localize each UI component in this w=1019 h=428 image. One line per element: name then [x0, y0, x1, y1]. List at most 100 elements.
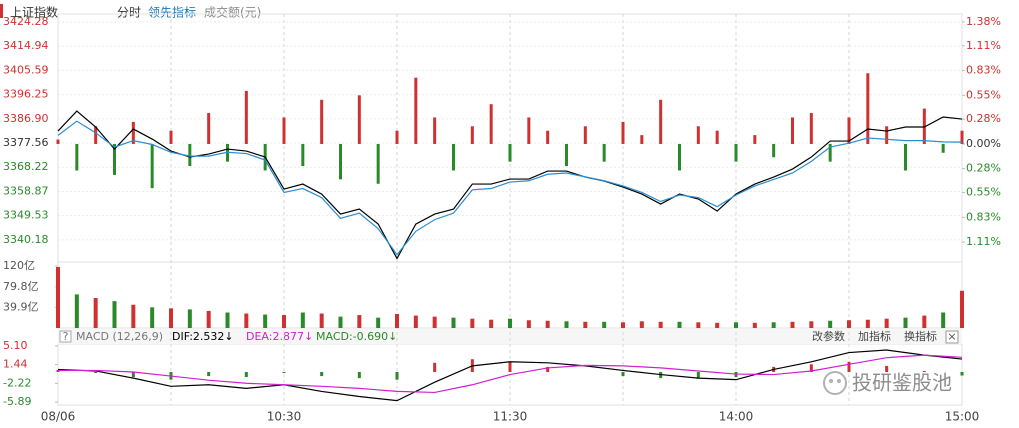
volume-bar	[508, 318, 512, 328]
help-icon[interactable]: ?	[63, 330, 69, 343]
bar	[527, 117, 531, 144]
bar	[885, 126, 889, 144]
y-tick-label: 79.8亿	[3, 280, 39, 293]
y-tick-label: 3424.28	[3, 15, 49, 28]
volume-bar	[395, 314, 399, 328]
volume-bar	[451, 317, 456, 328]
volume-bar	[432, 316, 437, 328]
y-tick-label: 3396.25	[3, 88, 49, 101]
volume-bar	[564, 321, 569, 328]
bar	[565, 143, 568, 167]
x-tick-label: 15:00	[945, 410, 980, 424]
bar	[546, 130, 550, 144]
watermark-text: 投研鉴股池	[852, 371, 952, 395]
bar	[150, 143, 154, 189]
bar	[414, 77, 418, 144]
bar	[772, 143, 776, 158]
volume-bar	[583, 321, 588, 328]
bar	[395, 130, 399, 144]
bar	[282, 371, 286, 374]
y2-tick-label: 0.55%	[966, 88, 1001, 101]
watermark-icon	[823, 371, 847, 395]
bar	[508, 143, 512, 162]
bar	[131, 121, 135, 144]
bar	[753, 135, 757, 144]
x-tick-label: 11:30	[493, 410, 528, 424]
bar	[678, 143, 681, 171]
watermark-icon-eye	[837, 379, 841, 383]
bar	[169, 130, 173, 144]
volume-bar	[865, 319, 870, 328]
volume-bar	[187, 309, 192, 328]
bar	[508, 361, 512, 372]
volume-bar	[263, 314, 268, 328]
y-tick-label: 3414.94	[3, 39, 49, 52]
volume-bar	[357, 315, 362, 328]
watermark: 投研鉴股池	[823, 371, 952, 395]
volume-bar	[828, 320, 833, 328]
volume-bar	[338, 316, 343, 328]
volume-bar	[526, 320, 531, 328]
bar	[75, 143, 79, 171]
volume-bar	[74, 294, 79, 328]
toolbar-button[interactable]: 加指标	[858, 329, 891, 343]
volume-bar	[470, 318, 475, 328]
macd-legend: MACD:-0.690↓	[316, 330, 397, 343]
bar	[131, 371, 135, 378]
volume-bar	[809, 321, 814, 328]
dea-legend: DEA:2.877↓	[246, 330, 313, 343]
indicator-tab[interactable]: 领先指标	[148, 5, 196, 20]
bar	[339, 143, 342, 180]
volume-bar	[884, 318, 889, 328]
bar	[282, 117, 286, 144]
y-tick-label: -2.22	[3, 376, 31, 389]
symbol-name[interactable]: 上证指数	[10, 5, 58, 20]
volume-bar	[131, 304, 136, 328]
volume-bar	[319, 313, 324, 328]
y-tick-label: 1.44	[3, 358, 28, 371]
volume-bar	[941, 312, 946, 328]
close-icon[interactable]: ×	[947, 330, 956, 343]
close-box[interactable]	[945, 330, 959, 344]
volume-bar	[752, 322, 757, 328]
volume-bar	[244, 313, 249, 328]
bar	[244, 371, 248, 378]
bar	[696, 371, 700, 379]
bar	[809, 113, 813, 144]
volume-bar	[112, 301, 117, 328]
bar	[583, 126, 587, 144]
toolbar-button[interactable]: 换指标	[904, 329, 937, 343]
bar	[696, 126, 700, 144]
bar	[809, 364, 813, 372]
volume-bar	[771, 322, 776, 328]
x-tick-label: 10:30	[267, 410, 302, 424]
y-tick-label: -5.89	[3, 395, 31, 408]
volume-bar	[639, 321, 644, 328]
bar	[922, 370, 926, 372]
volume-tab[interactable]: 成交额(元)	[204, 5, 261, 20]
bar	[715, 130, 719, 144]
volume-bar	[734, 322, 738, 328]
y-tick-label: 3368.22	[3, 160, 49, 173]
y2-tick-label: 1.11%	[966, 39, 1001, 52]
volume-bar	[56, 267, 60, 328]
volume-bar	[658, 321, 663, 328]
bar	[640, 135, 644, 144]
bar	[866, 73, 870, 144]
volume-bar	[847, 320, 851, 328]
help-box[interactable]	[59, 330, 72, 343]
volume-bar	[206, 310, 211, 328]
x-tick-label: 08/06	[41, 410, 76, 424]
bar	[470, 126, 474, 144]
volume-bar	[225, 312, 230, 328]
bar	[922, 108, 926, 144]
bar	[452, 143, 455, 171]
mode-tab[interactable]: 分时	[117, 6, 141, 20]
volume-bar	[602, 321, 607, 328]
watermark-icon-eye	[829, 379, 833, 383]
y-tick-label: 3340.18	[3, 233, 49, 246]
dif-legend: DIF:2.532↓	[172, 330, 234, 343]
line	[57, 120, 963, 256]
toolbar-button[interactable]: 改参数	[812, 329, 845, 343]
